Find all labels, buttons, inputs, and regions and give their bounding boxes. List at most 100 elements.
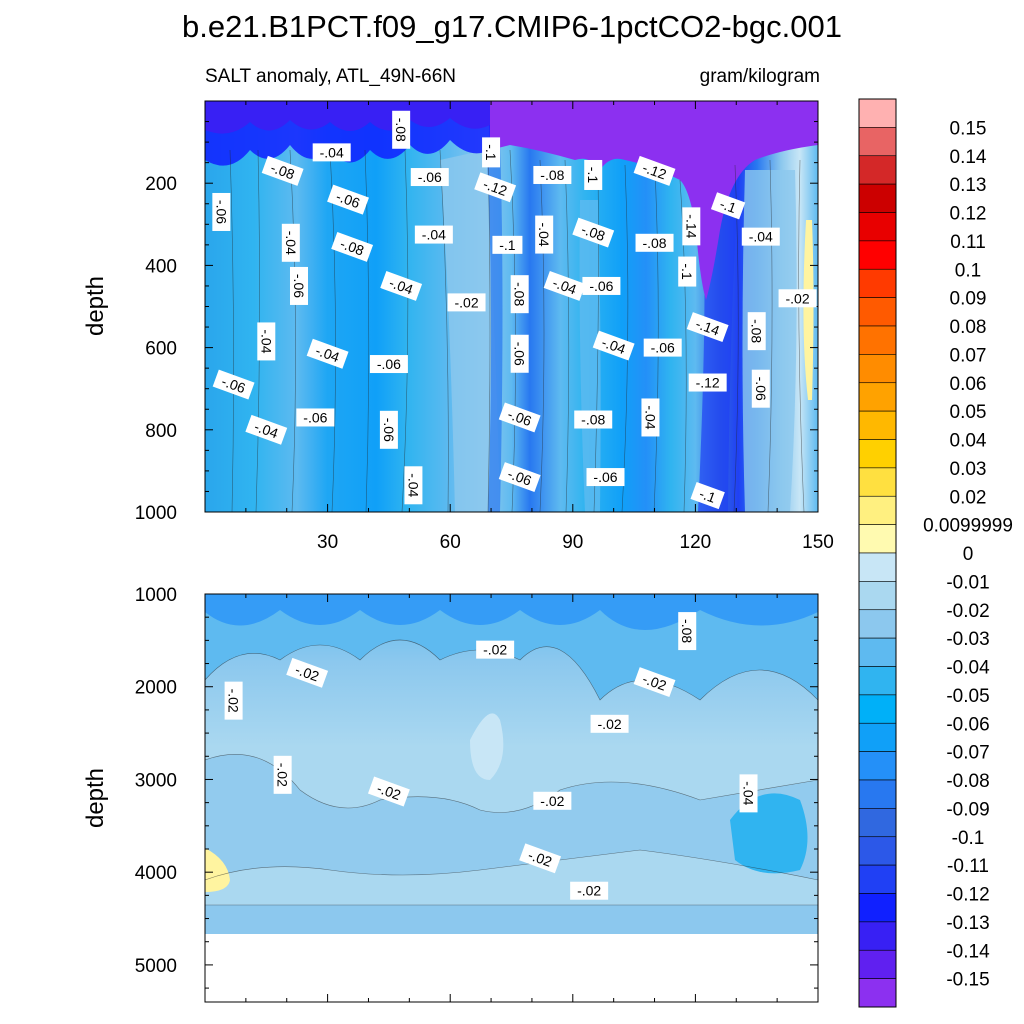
top-panel-contour-label: -.06 (379, 410, 398, 449)
colorbar-level-label: -0.08 (946, 771, 989, 792)
top-panel-contour-line (509, 149, 516, 512)
colorbar-level-label: 0.0099999 (923, 516, 1013, 537)
colorbar-swatch (858, 864, 897, 894)
top-panel-contour-label-box (510, 334, 529, 373)
top-panel-contour-label-box (643, 338, 682, 357)
bottom-panel-contour-label: -.02 (273, 755, 292, 794)
colorbar-level-label: 0.08 (950, 317, 987, 338)
bottom-panel-contour-label: -.02 (224, 681, 243, 720)
colorbar-swatch (858, 751, 897, 781)
colorbar-level-label: -0.1 (952, 828, 985, 849)
bottom-panel-contour-label-box (519, 843, 562, 874)
top-panel-contour-label-box (296, 408, 335, 427)
colorbar-level-label: 0.15 (950, 118, 987, 139)
top-panel-contour-label-text: -.1 (718, 195, 739, 216)
top-panel-contour-label-box (331, 231, 374, 262)
top-panel-contour-labels: -.06-.08-.04-.08-.06-.06-.04 -.08-.04-.1-… (212, 110, 817, 510)
top-panel-contour-label-box (688, 373, 727, 392)
top-panel-contour-label-box (710, 192, 746, 220)
bottom-panel-yellow-patch (205, 848, 230, 892)
top-panel-contour-label-box (245, 414, 288, 445)
colorbar-level-label: 0.07 (950, 345, 987, 366)
top-panel-contour-label-text: -.02 (454, 294, 478, 310)
colorbar-swatch (858, 155, 897, 185)
top-panel-contour-label-text: -.08 (512, 282, 528, 306)
colorbar-swatch (858, 297, 897, 327)
top-panel-contour-label-box (592, 330, 635, 361)
top-panel-contour-label-text: -.08 (642, 235, 666, 251)
top-panel-contour-label: -.06 (586, 468, 625, 487)
top-panel-contour-label-box (584, 159, 603, 190)
top-panel-contour-label-text: -.04 (258, 329, 274, 353)
bottom-panel-ylabel: depth (82, 768, 109, 828)
top-panel-contour-label-text: -.14 (683, 214, 699, 238)
bottom-panel-lower-band (205, 905, 818, 934)
top-panel-contour-label-text: -.1 (483, 144, 499, 161)
top-panel-contour-label-text: -.08 (393, 118, 409, 142)
top-panel-contour-label-box (535, 215, 554, 254)
top-panel-contour-label-text: -.04 (283, 231, 299, 255)
top-panel-contour-label-text: -.04 (320, 144, 344, 160)
top-panel-contour-label-text: -.04 (642, 405, 658, 429)
top-panel-contour-label: -.04 (404, 466, 423, 505)
top-panel-contour-label-box (410, 168, 449, 187)
top-panel-contour-label: -.04 (281, 223, 300, 262)
colorbar-swatch (858, 552, 897, 582)
top-panel-contour-label: -.1 (678, 256, 697, 287)
top-panel-contour-label-text: -.04 (536, 223, 552, 247)
top-panel-contour-label-box (261, 155, 304, 186)
top-panel-contour-label-box (474, 172, 517, 203)
top-panel-contour-line (229, 149, 234, 512)
top-panel-contour-label: -.06 (582, 276, 621, 295)
top-panel-contour-label: -.1 (482, 137, 501, 168)
top-panel-contour-label-box (392, 110, 411, 149)
bottom-panel-contour-label-box (739, 774, 758, 813)
bottom-panel-contour-label: -.02 (367, 776, 410, 807)
top-panel-contour-label-text: -.1 (499, 237, 516, 253)
top-panel-contour-label-box (641, 398, 660, 437)
top-panel-xtick-label: 120 (680, 532, 712, 553)
top-panel-contour-label: -.04 (380, 270, 423, 301)
top-panel-contour-label-box (582, 276, 621, 295)
top-panel-contour-label-box (327, 184, 369, 215)
bottom-panel-frame (204, 593, 819, 1003)
top-panel-contour-label-box (574, 410, 613, 429)
top-panel-contour-label: -.1 (584, 159, 603, 190)
colorbar-level-label: -0.05 (946, 686, 989, 707)
top-panel-contour-label: -.04 (257, 322, 276, 361)
top-panel-contour-label-text: -.04 (314, 342, 342, 365)
colorbar-swatch (858, 808, 897, 838)
colorbar-level-label: 0.12 (950, 204, 987, 225)
top-panel-contour-label-text: -.04 (252, 418, 280, 441)
bottom-panel-contour-label-text: -.02 (293, 661, 321, 684)
top-panel-contour-label: -.08 (392, 110, 411, 149)
top-panel-contour-label-text: -.06 (291, 274, 307, 298)
bottom-panel-contours (205, 639, 818, 906)
top-panel-contour-label: -.06 (751, 369, 770, 408)
top-panel-contour-label: -.06 (410, 168, 449, 187)
top-panel-contour-label-text: -.04 (551, 274, 579, 297)
bottom-panel-contour-label-text: -.02 (526, 847, 554, 870)
top-panel-contour-label-text: -.04 (405, 473, 421, 497)
colorbar-level-label: -0.06 (946, 714, 989, 735)
bottom-panel-contour-label-text: -.02 (540, 793, 564, 809)
top-panel-contour-label-text: -.06 (506, 465, 534, 488)
colorbar-level-label: 0.05 (950, 402, 987, 423)
top-panel-contour-label-text: -.06 (651, 340, 675, 356)
top-panel-contour-label: -.12 (688, 373, 727, 392)
colorbar-swatch (858, 183, 897, 213)
bottom-panel-contour-line (205, 753, 818, 813)
bottom-panel-mid-band (205, 754, 818, 880)
top-panel-ytick-label: 1000 (135, 503, 177, 524)
top-panel-contour-label-text: -.14 (694, 315, 722, 338)
bottom-panel-contour-label-box (633, 667, 676, 698)
bottom-panel-contour-label: -.02 (286, 657, 329, 688)
bottom-panel-contour-label: -.04 (739, 774, 758, 813)
bottom-panel-contour-label-text: -.04 (741, 781, 757, 805)
top-panel-contour-label-text: -.08 (540, 167, 564, 183)
top-panel-contour-label: -.1 (492, 235, 523, 254)
top-panel-contour-label: -.08 (747, 312, 766, 351)
colorbar-swatch (858, 268, 897, 298)
colorbar-level-label: 0.1 (955, 260, 981, 281)
top-panel-contour-label-box (498, 402, 541, 433)
